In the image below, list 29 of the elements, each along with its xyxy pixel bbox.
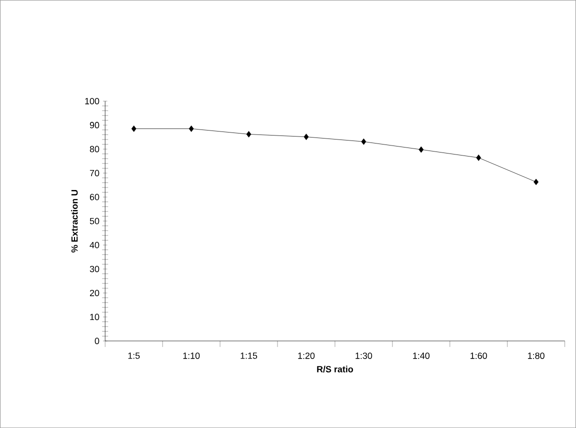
x-tick-label: 1:20	[298, 352, 315, 359]
y-tick-label: 100	[85, 98, 100, 104]
y-tick-label: 90	[90, 122, 100, 128]
y-tick-label: 40	[90, 242, 100, 248]
x-tick-label: 1:15	[240, 352, 258, 359]
x-tick-label: 1:10	[183, 352, 200, 359]
x-tick-label: 1:5	[128, 352, 140, 359]
x-tick-label: 1:60	[470, 352, 487, 359]
point	[361, 138, 366, 145]
point	[534, 178, 539, 186]
point	[246, 130, 252, 138]
point	[476, 154, 482, 161]
x-tick-label: 1:40	[413, 352, 430, 359]
y-axis-title: % Extraction U	[71, 190, 78, 252]
x-axis-title: R/S ratio	[317, 366, 354, 372]
x-tick-label: 1:30	[356, 352, 372, 359]
y-tick-label: 60	[90, 194, 100, 200]
y-tick-label: 10	[90, 314, 100, 320]
y-tick-label: 30	[90, 266, 100, 272]
y-tick-label: 20	[90, 290, 100, 296]
y-tick-label: 70	[90, 170, 100, 176]
x-tick-label: 1:80	[528, 352, 544, 359]
y-tick-label: 50	[90, 218, 100, 224]
point	[131, 125, 136, 132]
point	[418, 146, 424, 153]
y-tick-label: 80	[90, 146, 100, 152]
y-tick-label: 0	[94, 338, 100, 344]
point	[188, 125, 194, 132]
point	[304, 134, 309, 140]
